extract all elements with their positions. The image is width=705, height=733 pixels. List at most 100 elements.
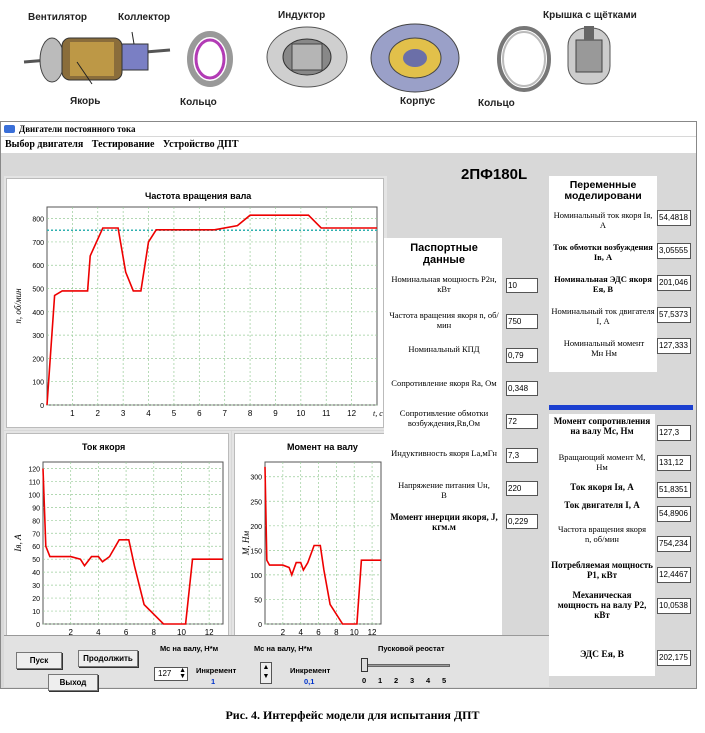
results-value-torque[interactable]: 131,12 [657, 455, 691, 471]
y-tick-label: 300 [32, 333, 44, 340]
menu-select-motor[interactable]: Выбор двигателя [5, 139, 84, 150]
menu-motor-device[interactable]: Устройство ДПТ [162, 139, 239, 150]
series-line [264, 466, 381, 625]
x-tick-label: 4 [146, 409, 151, 418]
y-tick-label: 0 [40, 403, 44, 410]
speed-chart-panel: Частота вращения вала 1 2 3 4 5 6 7 8 9 10 11 12 0 10… [4, 176, 387, 430]
spinner-arrows-icon[interactable]: ▲ ▼ [179, 667, 186, 680]
variables-value-emf[interactable]: 201,046 [657, 275, 691, 291]
load-torque2-spinner[interactable]: ▲ ▼ [260, 662, 272, 684]
y-tick-label: 400 [32, 310, 44, 317]
y-tick-label: 50 [254, 597, 262, 604]
x-tick-label: 2 [281, 628, 286, 637]
x-tick-label: 6 [316, 628, 321, 637]
results-value-emf[interactable]: 202,175 [657, 650, 691, 666]
results-value-speed[interactable]: 754,234 [657, 536, 691, 552]
passport-value-inductance[interactable]: 7,3 [506, 448, 538, 463]
passport-label-inertia: Момент инерции якоря, J, кгм.м [390, 512, 498, 532]
variables-label-field-current: Ток обмотки возбуждения Iв, А [553, 242, 653, 262]
y-tick-label: 120 [28, 466, 40, 473]
current-chart-title: Ток якоря [82, 442, 126, 452]
x-tick-label: 2 [96, 409, 101, 418]
passport-value-efficiency[interactable]: 0,79 [506, 348, 538, 363]
ring1-image [187, 31, 233, 87]
variables-label-motor-current: Номинальный ток двигателя I, А [551, 306, 655, 326]
load-torque2-label: Мс на валу, Н*м [254, 644, 313, 653]
app-icon [4, 125, 15, 133]
label-commutator: Коллектор [118, 12, 171, 23]
rheostat-tick-1: 1 [378, 676, 383, 685]
results-value-mech-power[interactable]: 10,0538 [657, 598, 691, 614]
results-value-armature-current[interactable]: 51,8351 [657, 482, 691, 498]
variables-value-field-current[interactable]: 3,05555 [657, 243, 691, 259]
variables-value-armature-current[interactable]: 54,4818 [657, 210, 691, 226]
passport-value-speed[interactable]: 750 [506, 314, 538, 329]
results-label-speed: Частота вращения якоря n, об/мин [557, 524, 647, 544]
plot-area [46, 206, 378, 406]
y-tick-label: 300 [250, 475, 262, 482]
results-label-input-power: Потребляемая мощность P1, кВт [551, 560, 653, 580]
passport-value-armature-resistance[interactable]: 0,348 [506, 381, 538, 396]
current-chart-panel: Ток якоря 2 4 6 8 10 12 0 10 20 30 40 50 60 70 80 90 100… [4, 431, 231, 645]
passport-value-voltage[interactable]: 220 [506, 481, 538, 496]
passport-value-field-resistance[interactable]: 72 [506, 414, 538, 429]
ring2-image [497, 26, 551, 92]
x-tick-label: 6 [124, 628, 129, 637]
y-tick-label: 40 [32, 570, 40, 577]
app-window: Двигатели постоянного тока Выбор двигате… [0, 121, 697, 691]
speed-chart: 1 2 3 4 5 6 7 8 9 10 11 120100200300400500600700800… [13, 206, 383, 418]
menu-testing[interactable]: Тестирование [91, 139, 155, 150]
y-tick-label: 100 [32, 380, 44, 387]
x-tick-label: 4 [298, 628, 303, 637]
torque-chart: 2 4 6 8 10 12 0 50 100 150 200 250 300 M, Нм [241, 461, 382, 637]
results-label-torque: Вращающий момент M, Нм [558, 452, 646, 472]
x-tick-label: 11 [322, 409, 331, 418]
torque-chart-area: Момент на валу 2 4 6 8 10 12 0 50 100 150 200 250 30… [234, 433, 385, 643]
variables-panel: Переменные моделировани Номинальный ток … [549, 176, 657, 372]
results-label-mech-power: Механическая мощность на валу P2, кВт [557, 590, 647, 620]
rheostat-thumb[interactable] [361, 658, 368, 672]
spinner2-down-icon[interactable]: ▼ [262, 673, 270, 680]
x-tick-label: 10 [350, 628, 359, 637]
continue-button[interactable]: Продолжить [78, 650, 138, 667]
y-axis-label: Iя, А [13, 534, 23, 553]
rheostat-tick-0: 0 [362, 676, 367, 685]
passport-label-speed: Частота вращения якоря n, об/мин [389, 310, 499, 330]
label-armature: Якорь [70, 96, 101, 107]
x-tick-label: 6 [197, 409, 202, 418]
series-line [46, 214, 377, 406]
passport-value-power[interactable]: 10 [506, 278, 538, 293]
passport-panel: Паспортные данные Номинальная мощность P… [384, 238, 502, 638]
variables-label-armature-current: Номинальный ток якоря Iя, А [553, 210, 653, 230]
label-housing: Корпус [400, 96, 436, 107]
results-label-emf: ЭДС Eя, В [580, 650, 624, 660]
variables-label-emf: Номинальная ЭДС якоря Eя, В [554, 274, 652, 294]
menu-bar: Выбор двигателя Тестирование Устройство … [1, 137, 696, 153]
passport-label-power: Номинальная мощность P2н, кВт [391, 274, 497, 294]
results-value-load-torque[interactable]: 127,3 [657, 425, 691, 441]
y-tick-label: 100 [28, 492, 40, 499]
passport-label-armature-resistance: Сопротивление якоря Rа, Ом [391, 378, 497, 388]
variables-value-rated-torque[interactable]: 127,333 [657, 338, 691, 354]
x-tick-label: 2 [68, 628, 73, 637]
rheostat-track[interactable] [364, 664, 450, 667]
y-tick-label: 20 [32, 596, 40, 603]
passport-value-inertia[interactable]: 0,229 [506, 514, 538, 529]
window-title: Двигатели постоянного тока [19, 124, 136, 134]
spinner2-up-icon[interactable]: ▲ [262, 664, 270, 671]
housing-image [370, 23, 460, 93]
start-button[interactable]: Пуск [16, 652, 62, 669]
results-value-input-power[interactable]: 12,4467 [657, 567, 691, 583]
y-tick-label: 70 [32, 531, 40, 538]
inductor-image [266, 26, 348, 88]
results-value-motor-current[interactable]: 54,8906 [657, 506, 691, 522]
x-tick-label: 12 [347, 409, 356, 418]
exit-button[interactable]: Выход [48, 674, 98, 691]
variables-value-motor-current[interactable]: 57,5373 [657, 307, 691, 323]
rheostat-tick-2: 2 [394, 676, 399, 685]
x-tick-label: 12 [205, 628, 214, 637]
x-tick-label: 12 [368, 628, 377, 637]
load-torque-spinner[interactable]: 127 ▲ ▼ [154, 667, 188, 681]
y-tick-label: 30 [32, 583, 40, 590]
x-tick-label: 8 [334, 628, 339, 637]
